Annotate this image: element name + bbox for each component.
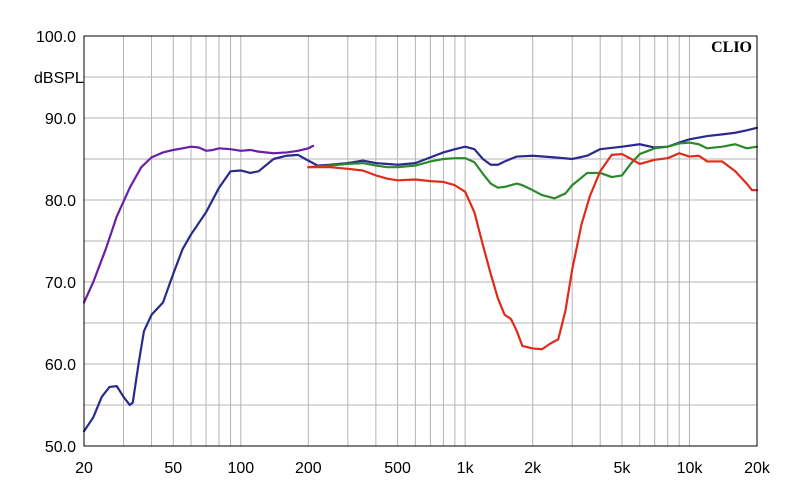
y-tick-label: 70.0 xyxy=(45,275,76,292)
y-axis-label: dBSPL xyxy=(34,70,84,87)
x-tick-label: 500 xyxy=(384,460,411,477)
x-tick-label: 1k xyxy=(457,460,475,477)
x-tick-label: 200 xyxy=(295,460,322,477)
y-tick-label: 60.0 xyxy=(45,357,76,374)
series-line-4 xyxy=(307,152,759,351)
y-tick-label: 90.0 xyxy=(45,111,76,128)
y-tick-label: 100.0 xyxy=(36,29,76,46)
series-layer xyxy=(82,126,759,433)
x-tick-label: 10k xyxy=(677,460,704,477)
x-tick-label: 5k xyxy=(613,460,631,477)
brand-label: CLIO xyxy=(711,39,752,56)
series-line-1 xyxy=(82,144,315,304)
y-tick-label: 80.0 xyxy=(45,193,76,210)
x-tick-label: 20 xyxy=(75,460,93,477)
series-line-2 xyxy=(82,126,759,433)
x-tick-label: 2k xyxy=(524,460,542,477)
tick-layer: 20 50 100 200 500 1k 2k 5k 10k 20k 100.0 90.0 80.0 70… xyxy=(36,29,771,477)
plot-frame xyxy=(83,35,758,447)
x-tick-label: 100 xyxy=(227,460,254,477)
y-tick-label: 50.0 xyxy=(45,439,76,456)
series-line-3 xyxy=(307,141,759,200)
x-tick-label: 50 xyxy=(164,460,182,477)
grid-layer xyxy=(84,36,757,446)
x-tick-label: 20k xyxy=(744,460,771,477)
